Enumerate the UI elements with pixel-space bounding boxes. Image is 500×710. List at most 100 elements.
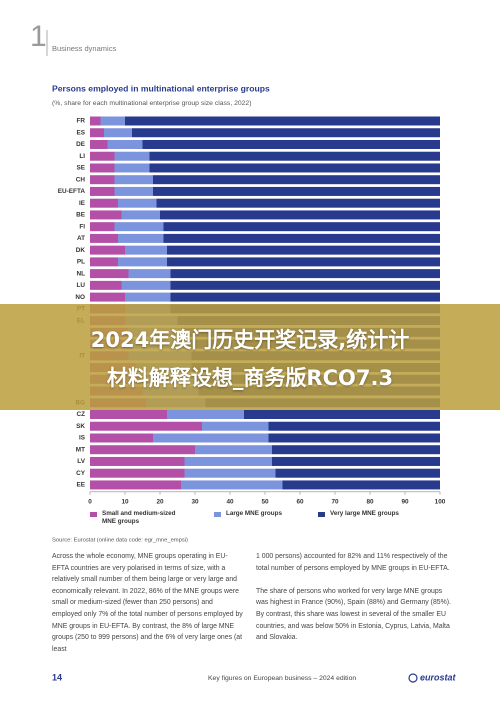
bar-segment	[275, 468, 440, 478]
bar-segment	[282, 480, 440, 490]
bar-segment	[114, 163, 150, 173]
legend-swatch	[214, 512, 221, 517]
bar-segment	[181, 480, 283, 490]
bar-segment	[104, 128, 132, 138]
x-tick-label: 20	[156, 498, 164, 505]
bar-segment	[90, 186, 115, 196]
bar-segment	[121, 280, 171, 290]
bar-segment	[90, 410, 167, 419]
overlay-banner: 2024年澳门历史开奖记录,统计计 材料解释设想_商务版RCO7.3	[0, 304, 500, 410]
bar-segment	[272, 445, 440, 455]
bar-segment	[132, 128, 440, 138]
bar-segment	[142, 139, 440, 149]
y-tick-label: SK	[76, 423, 85, 430]
chart-title: Persons employed in multinational enterp…	[52, 83, 270, 93]
bar-segment	[272, 456, 440, 466]
bar-segment	[90, 222, 115, 232]
y-tick-label: NL	[76, 270, 85, 277]
x-tick-label: 90	[401, 498, 409, 505]
bar-segment	[90, 433, 153, 443]
y-tick-label: PL	[77, 259, 85, 266]
bar-segment	[90, 257, 118, 267]
banner-line: 2024年澳门历史开奖记录,统计计	[90, 328, 410, 352]
x-tick-label: 60	[296, 498, 304, 505]
legend-label: Small and medium-sized MNE groups	[102, 510, 176, 525]
bar-segment	[90, 292, 125, 302]
bar-segment	[90, 468, 185, 478]
bar-segment	[100, 116, 125, 126]
bar-segment	[90, 151, 115, 161]
bar-segment	[114, 222, 164, 232]
legend-label: Large MNE groups	[226, 510, 282, 517]
bar-segment	[268, 421, 440, 431]
y-tick-label: FI	[79, 223, 85, 230]
bar-segment	[244, 410, 440, 419]
bar-segment	[90, 128, 104, 138]
y-tick-label: EE	[76, 482, 85, 489]
y-tick-label: NO	[75, 294, 85, 301]
bar-segment	[90, 269, 129, 279]
source-note: Source: Eurostat (online data code: egr_…	[52, 538, 188, 544]
bar-segment	[268, 433, 440, 443]
y-tick-label: SE	[76, 165, 85, 172]
bar-segment	[153, 433, 269, 443]
bar-segment	[90, 480, 181, 490]
body-left: Across the whole economy, MNE groups ope…	[52, 553, 243, 653]
bar-segment	[90, 245, 125, 255]
y-tick-label: DK	[76, 247, 86, 254]
bar-segment	[170, 280, 440, 290]
logo-icon	[408, 673, 418, 683]
bar-segment	[125, 245, 167, 255]
bar-segment	[163, 222, 440, 232]
body-paragraph: 1 000 persons) accounted for 82% and 11%…	[256, 553, 450, 572]
bar-segment	[107, 139, 143, 149]
x-tick-label: 80	[366, 498, 374, 505]
bar-segment	[90, 210, 122, 220]
x-tick-label: 30	[191, 498, 199, 505]
bar-segment	[90, 175, 115, 185]
footer-logo: eurostat	[420, 672, 457, 682]
bar-segment	[149, 151, 440, 161]
bar-segment	[90, 233, 118, 243]
x-tick-label: 10	[121, 498, 129, 505]
bar-segment	[90, 421, 202, 431]
bar-segment	[90, 456, 185, 466]
bar-segment	[167, 245, 440, 255]
y-tick-label: DE	[76, 141, 86, 148]
bar-segment	[90, 139, 108, 149]
bar-segment	[156, 198, 440, 208]
banner-line: 材料解释设想_商务版RCO7.3	[106, 366, 394, 390]
bar-segment	[163, 233, 440, 243]
bar-segment	[170, 269, 440, 279]
x-tick-label: 0	[88, 498, 92, 505]
bar-segment	[90, 163, 115, 173]
bar-segment	[90, 116, 101, 126]
bar-segment	[114, 186, 153, 196]
y-tick-label: CY	[76, 470, 86, 477]
y-tick-label: IS	[79, 435, 86, 442]
bar-segment	[153, 186, 440, 196]
bar-segment	[128, 269, 171, 279]
y-tick-label: FR	[76, 118, 85, 125]
bar-segment	[125, 116, 440, 126]
y-tick-label: LU	[76, 282, 85, 289]
bar-segment	[118, 198, 157, 208]
y-tick-label: BE	[76, 212, 86, 219]
chapter-number: 1	[30, 20, 47, 53]
bar-segment	[90, 280, 122, 290]
bar-segment	[167, 410, 244, 419]
y-tick-label: LI	[79, 153, 85, 160]
y-tick-label: CZ	[76, 411, 85, 418]
chart-subtitle: (%, share for each multinational enterpr…	[52, 100, 251, 107]
bar-segment	[167, 257, 440, 267]
bar-segment	[114, 151, 150, 161]
bar-segment	[118, 257, 167, 267]
bar-segment	[121, 210, 160, 220]
bar-segment	[149, 163, 440, 173]
bar-segment	[118, 233, 164, 243]
body-right: 1 000 persons) accounted for 82% and 11%…	[256, 551, 452, 644]
legend-swatch	[90, 512, 97, 517]
x-tick-label: 40	[226, 498, 234, 505]
x-tick-label: 100	[435, 498, 446, 505]
